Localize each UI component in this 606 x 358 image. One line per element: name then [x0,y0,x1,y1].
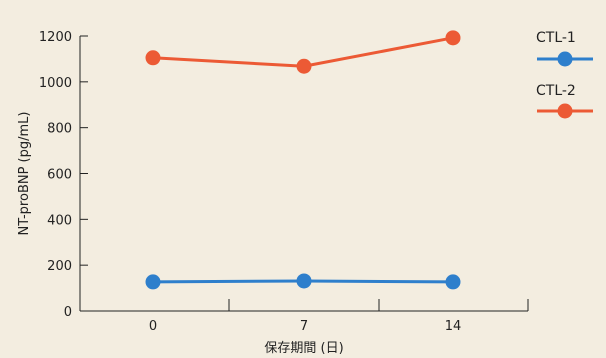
data-point [145,274,161,290]
x-axis-title: 保存期間 (日) [264,341,343,356]
legend-marker [557,103,573,119]
y-tick-label: 400 [47,213,72,228]
legend-item: CTL-1 [536,30,593,67]
x-tick-label: 0 [149,319,157,334]
legend-label: CTL-1 [536,30,576,46]
series-layer [145,30,461,290]
x-ticks: 0 7 14 [79,299,529,334]
y-ticks: 0 200 400 600 800 1000 1200 [39,30,88,320]
data-point [445,274,461,290]
series-ctl-1 [145,273,461,290]
y-tick-label: 200 [47,259,72,274]
legend-marker [557,51,573,67]
series-ctl-2 [145,30,461,74]
y-tick-label: 600 [47,168,72,183]
data-point [296,273,312,289]
data-point [445,30,461,46]
legend-item: CTL-2 [536,83,593,119]
y-tick-label: 0 [64,305,72,320]
axes [79,36,528,312]
legend: CTL-1 CTL-2 [536,30,593,119]
y-tick-label: 1000 [39,76,72,91]
legend-label: CTL-2 [536,83,576,99]
y-axis-title: NT-proBNP (pg/mL) [17,112,32,236]
x-tick-label: 14 [445,319,462,334]
x-tick-label: 7 [300,319,308,334]
y-tick-label: 1200 [39,30,72,45]
data-point [145,50,161,66]
y-tick-label: 800 [47,122,72,137]
data-point [296,58,312,74]
